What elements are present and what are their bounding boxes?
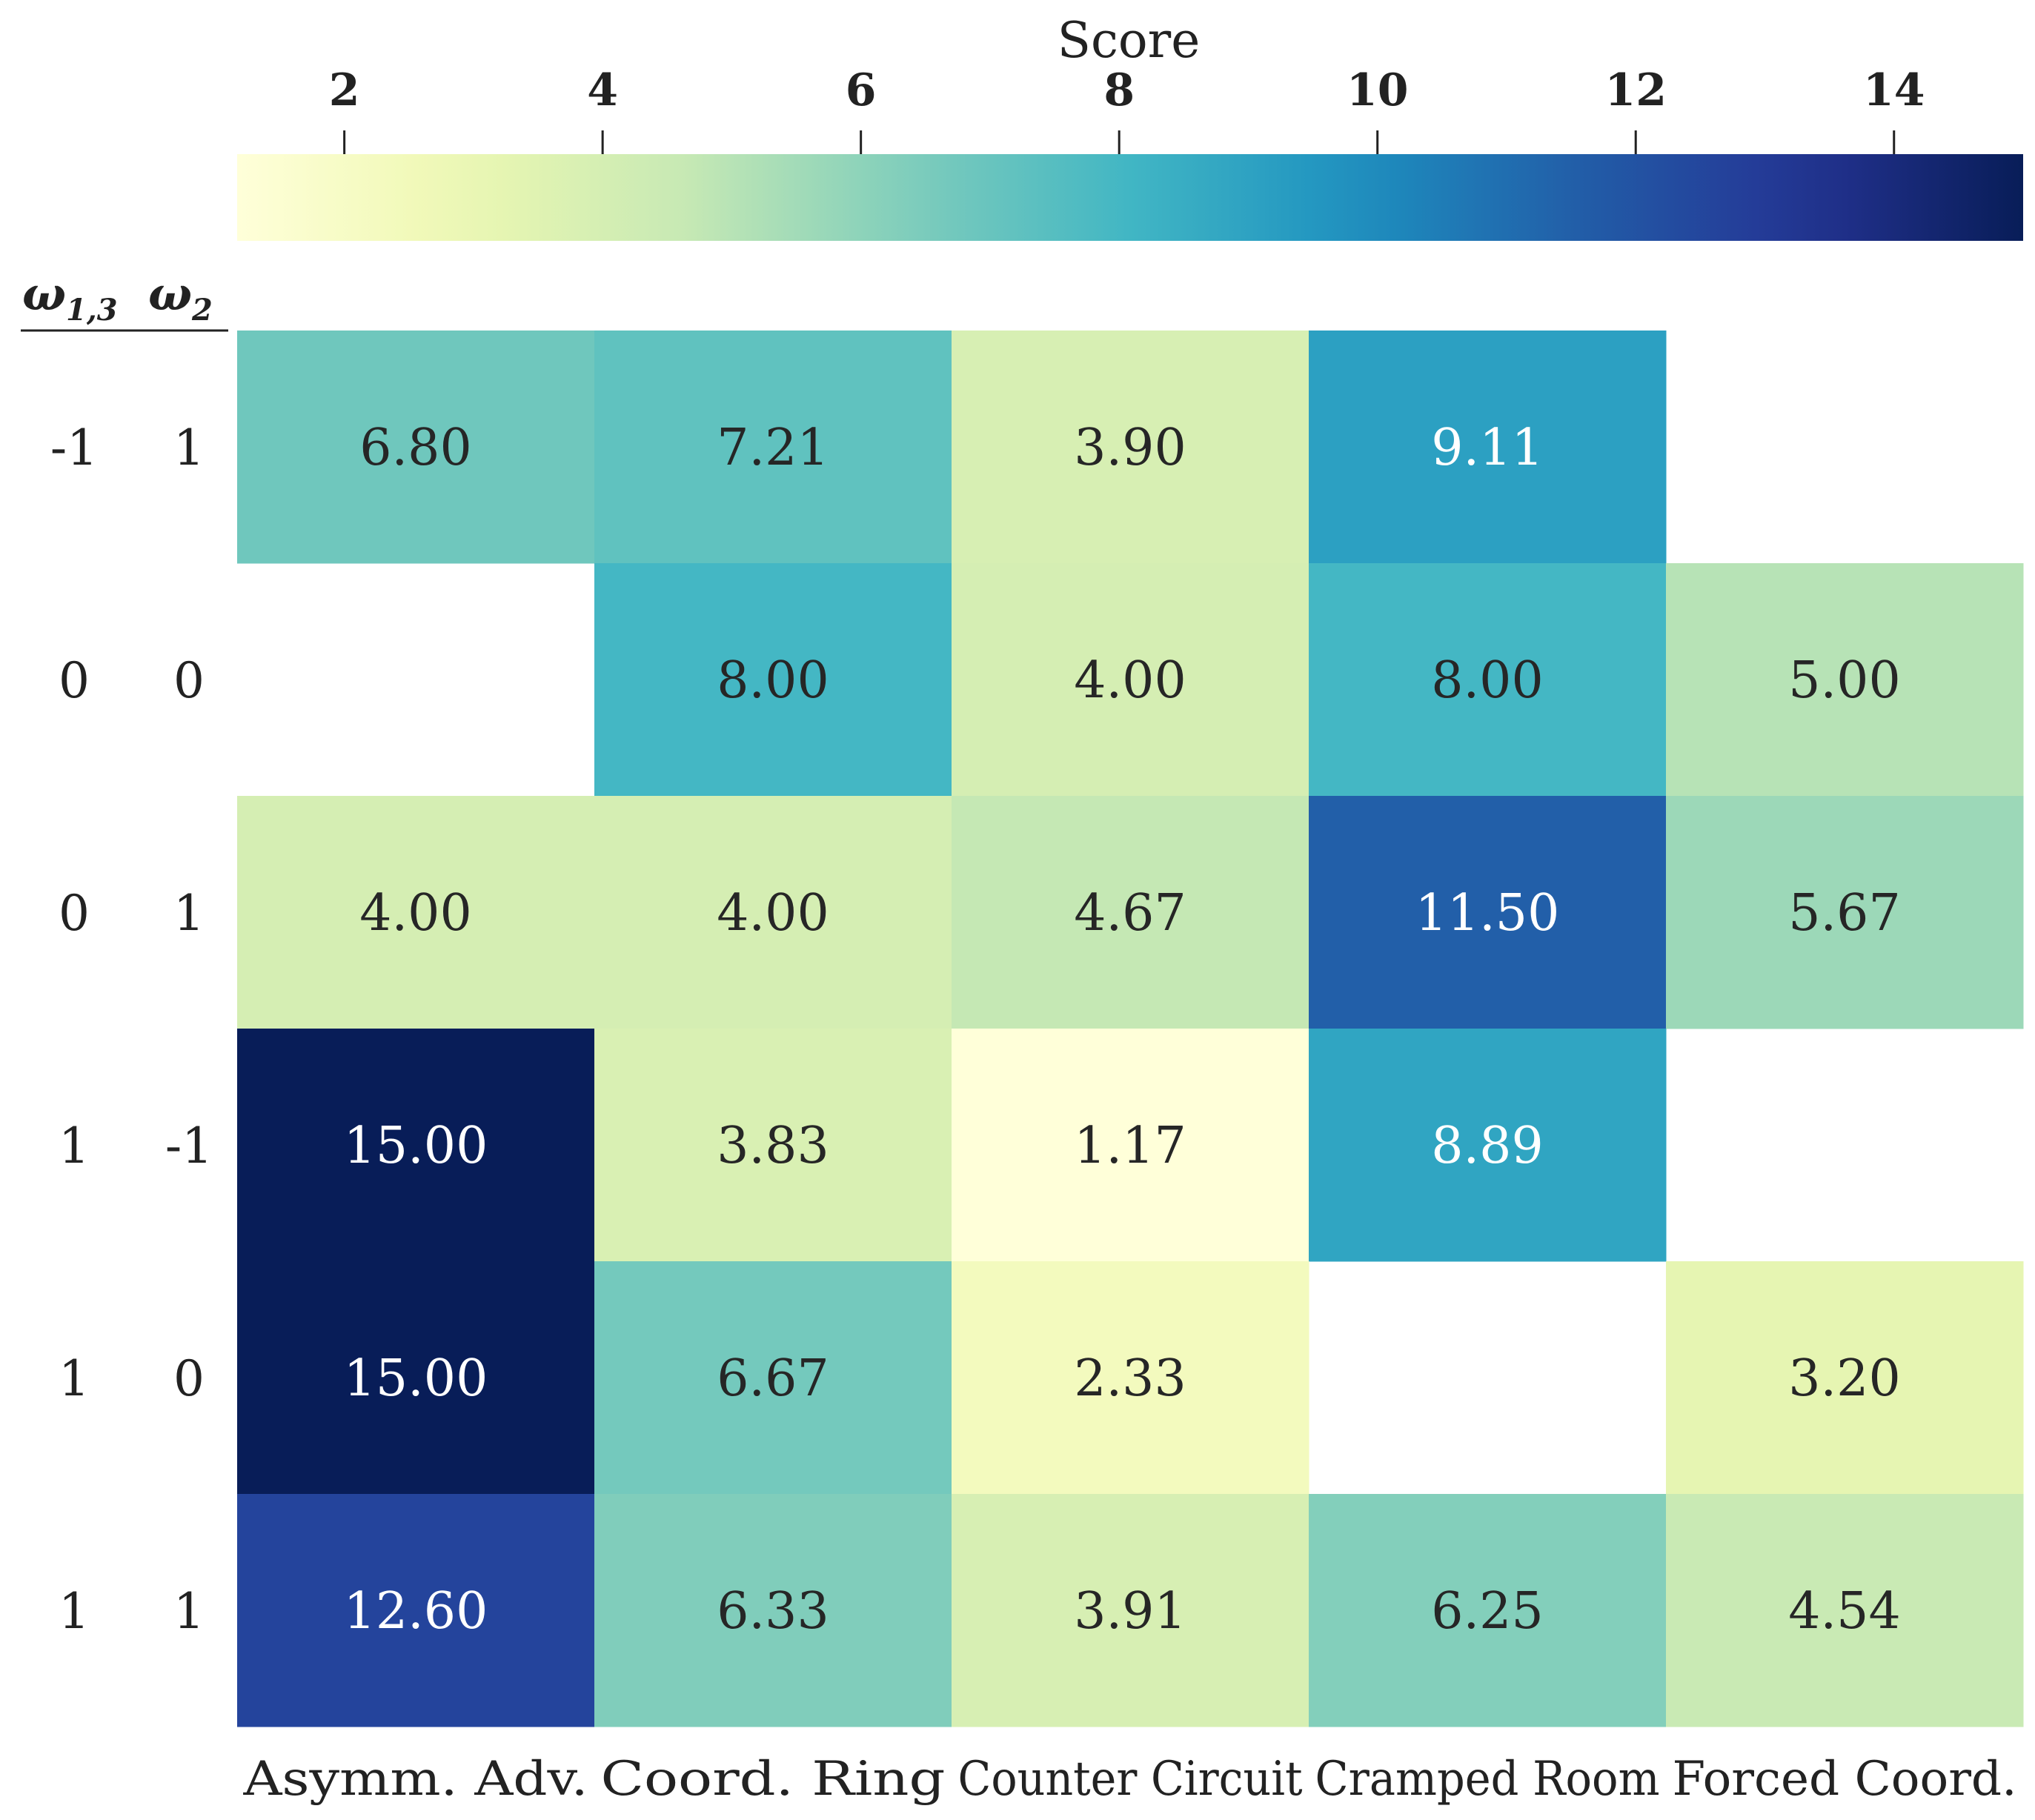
colorbar-tick-label: 14 (1863, 64, 1925, 116)
row-label-w2: 1 (173, 885, 205, 942)
heatmap-cell (594, 796, 952, 1029)
heatmap-cells (237, 331, 2024, 1727)
column-label: Forced Coord. (1673, 1752, 2017, 1807)
row-label-w13: -1 (50, 419, 98, 476)
colorbar: Score 2 4 6 8 10 12 14 (237, 12, 2023, 241)
row-label-w2: -1 (165, 1117, 213, 1175)
row-label-w13: 1 (59, 1117, 90, 1175)
heatmap-cell-value: 15.00 (344, 1349, 488, 1408)
heatmap-cell (237, 331, 595, 564)
heatmap-cell-value: 6.33 (717, 1582, 829, 1641)
row-label-w13: 0 (59, 885, 90, 942)
heatmap-cell (594, 1261, 952, 1495)
heatmap-cell (1309, 563, 1667, 797)
heatmap-value-labels: 6.80 7.21 3.90 9.11 8.00 4.00 8.00 5.00 4.00 4.00… (344, 419, 1901, 1641)
row-label-w13: 1 (59, 1583, 90, 1640)
heatmap-cell-value: 11.50 (1415, 884, 1560, 943)
heatmap-cell-value: 4.00 (359, 884, 471, 943)
heatmap-cell-value: 8.89 (1431, 1117, 1543, 1175)
heatmap-cell (1309, 1494, 1667, 1727)
heatmap-cell (237, 796, 595, 1029)
row-label-w2: 1 (173, 419, 205, 476)
heatmap-cell-value: 8.00 (717, 651, 829, 710)
colorbar-gradient (237, 154, 2023, 241)
heatmap-cell-value: 9.11 (1431, 419, 1543, 477)
row-label-w2: 0 (173, 652, 205, 709)
heatmap-cell-value: 3.83 (717, 1117, 829, 1175)
row-label-w2: 0 (173, 1350, 205, 1407)
colorbar-tick-label: 4 (587, 64, 618, 116)
heatmap-cell (237, 1494, 595, 1727)
heatmap-cell-value: 15.00 (344, 1117, 488, 1175)
heatmap-cell-value: 6.80 (359, 419, 471, 477)
row-label-w2: 1 (173, 1583, 205, 1640)
heatmap-cell-value: 5.00 (1788, 651, 1900, 710)
row-header: ω1,3 ω2 (21, 267, 228, 332)
heatmap-cell (952, 1029, 1309, 1262)
heatmap-cell (237, 1261, 595, 1495)
row-label-w13: 0 (59, 652, 90, 709)
heatmap-cell-value: 4.00 (717, 884, 829, 943)
heatmap-cell-value: 1.17 (1074, 1117, 1186, 1175)
row-header-w2: ω2 (148, 267, 213, 328)
heatmap-cell (1666, 1261, 2024, 1495)
heatmap-cell (1309, 1029, 1667, 1262)
column-label: Cramped Room (1315, 1752, 1660, 1807)
heatmap-cell (594, 331, 952, 564)
heatmap-cell-value: 6.25 (1431, 1582, 1543, 1641)
heatmap-cell (237, 1029, 595, 1262)
heatmap-cell-value: 3.91 (1074, 1582, 1186, 1641)
heatmap-cell-value: 4.67 (1074, 884, 1186, 943)
row-header-w13: ω1,3 (22, 267, 118, 328)
heatmap-cell-value: 4.00 (1074, 651, 1186, 710)
heatmap-cell (1309, 796, 1667, 1029)
heatmap-cell (594, 563, 952, 797)
heatmap-cell (594, 1494, 952, 1727)
row-labels: -1 1 0 0 0 1 1 -1 1 0 1 1 (50, 419, 213, 1640)
heatmap-cell (952, 796, 1309, 1029)
heatmap-cell-value: 4.54 (1788, 1582, 1900, 1641)
heatmap-cell (952, 563, 1309, 797)
colorbar-tick-label: 8 (1103, 64, 1135, 116)
colorbar-label: Score (1058, 12, 1201, 69)
colorbar-tick-label: 2 (329, 64, 360, 116)
heatmap-cell-value: 5.67 (1788, 884, 1900, 943)
heatmap-cell (952, 331, 1309, 564)
column-label: Counter Circuit (958, 1752, 1303, 1807)
colorbar-tick-label: 6 (846, 64, 877, 116)
column-label: Asymm. Adv. (242, 1752, 588, 1807)
colorbar-tick-label: 10 (1347, 64, 1409, 116)
column-label: Coord. Ring (601, 1752, 946, 1807)
heatmap-cell (952, 1494, 1309, 1727)
heatmap-cell-value: 2.33 (1074, 1349, 1186, 1408)
heatmap-cell-value: 3.90 (1074, 419, 1186, 477)
heatmap-cell (1666, 563, 2024, 797)
column-labels: Asymm. Adv. Coord. Ring Counter Circuit Cra… (242, 1752, 2016, 1807)
colorbar-tick-label: 12 (1604, 64, 1667, 116)
heatmap-cell-value: 8.00 (1431, 651, 1543, 710)
heatmap-cell-value: 7.21 (717, 419, 829, 477)
heatmap-cell-value: 3.20 (1788, 1349, 1900, 1408)
heatmap-cell-value: 6.67 (717, 1349, 829, 1408)
row-label-w13: 1 (59, 1350, 90, 1407)
heatmap-cell (1666, 1494, 2024, 1727)
colorbar-ticks: 2 4 6 8 10 12 14 (329, 64, 1925, 154)
heatmap-cell (594, 1029, 952, 1262)
heatmap-cell (1666, 796, 2024, 1029)
heatmap-cell (952, 1261, 1309, 1495)
heatmap-cell (1309, 331, 1667, 564)
heatmap-cell-value: 12.60 (344, 1582, 488, 1641)
